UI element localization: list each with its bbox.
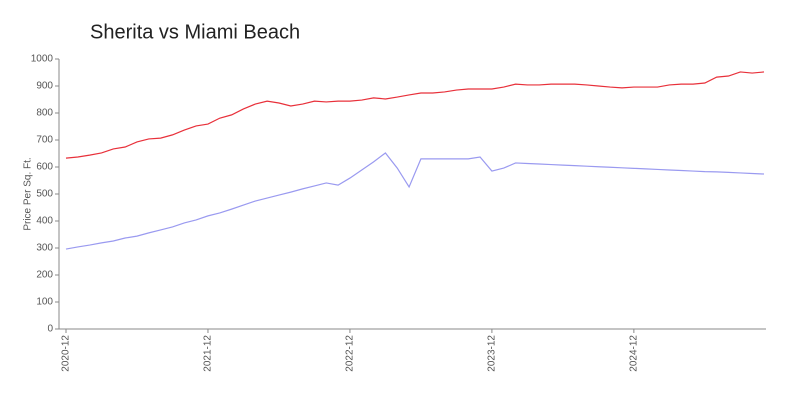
y-tick-label: 800 [36, 108, 53, 119]
y-axis-label: Price Per Sq. Ft. [23, 157, 34, 230]
y-tick-label: 200 [36, 270, 53, 281]
chart-title: Sherita vs Miami Beach [90, 21, 300, 43]
x-tick-label: 2022-12 [345, 335, 356, 372]
y-tick-label: 400 [36, 216, 53, 227]
y-tick-label: 900 [36, 81, 53, 92]
series-line [65, 152, 765, 250]
y-tick-label: 100 [36, 297, 53, 308]
y-tick-label: 700 [36, 135, 53, 146]
x-tick-label: 2020-12 [61, 335, 72, 372]
x-tick-label: 2021-12 [203, 335, 214, 372]
series-line [65, 71, 765, 159]
x-tick-label: 2024-12 [629, 335, 640, 372]
x-tick-label: 2023-12 [487, 335, 498, 372]
y-tick-label: 300 [36, 243, 53, 254]
y-tick-label: 0 [47, 324, 53, 335]
y-tick-label: 500 [36, 189, 53, 200]
y-tick-label: 1000 [31, 54, 54, 65]
y-tick-label: 600 [36, 162, 53, 173]
